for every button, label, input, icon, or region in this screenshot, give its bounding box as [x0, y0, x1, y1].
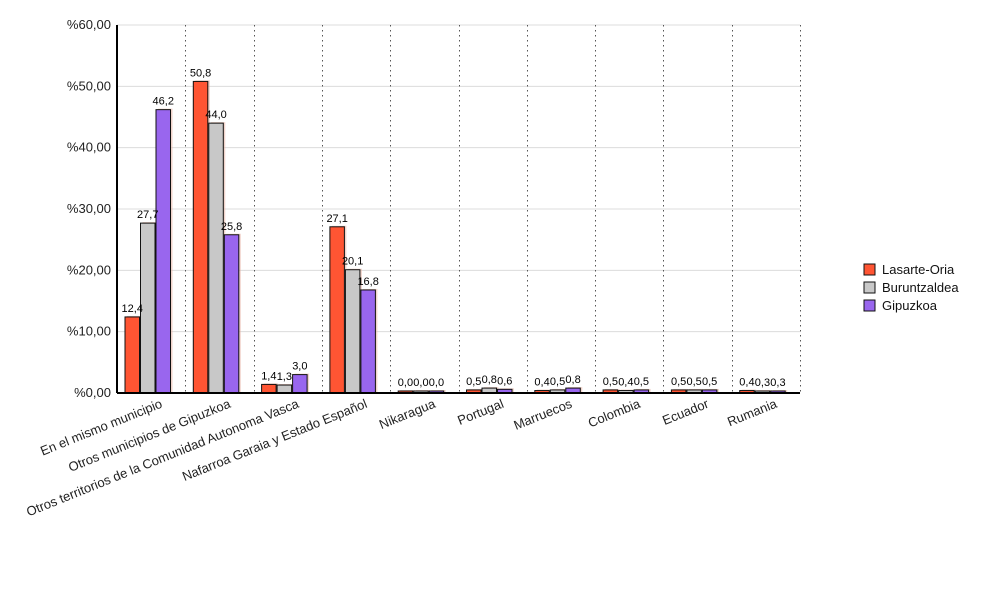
bar [124, 316, 140, 394]
data-label: 0,5 [702, 376, 717, 388]
legend: Lasarte-Oria Buruntzaldea Gipuzkoa [863, 262, 959, 313]
data-label: 27,1 [326, 213, 347, 225]
x-tick-label: Otros territorios de la Comunidad Autono… [24, 396, 301, 520]
data-label: 0,0 [398, 377, 413, 389]
legend-swatch [863, 299, 876, 312]
bar [329, 226, 345, 394]
data-label: 0,5 [550, 376, 565, 388]
bar [208, 122, 224, 394]
data-label: 0,3 [770, 377, 785, 389]
data-label: 16,8 [357, 276, 378, 288]
data-label: 12,4 [122, 303, 143, 315]
y-tick-label: %20,00 [67, 262, 111, 277]
data-label: 0,5 [687, 376, 702, 388]
data-label: 46,2 [153, 96, 174, 108]
legend-swatch [863, 281, 876, 294]
data-label: 27,7 [137, 209, 158, 221]
x-tick-label: Portugal [455, 396, 506, 428]
data-label: 1,3 [277, 371, 292, 383]
data-label: 0,5 [603, 376, 618, 388]
x-tick-label: Marruecos [512, 396, 575, 433]
bar [344, 269, 361, 394]
x-tick-label: Nikaragua [377, 396, 438, 432]
y-tick-label: %10,00 [67, 324, 111, 339]
x-tick-label: Colombia [586, 396, 643, 431]
x-tick-label: Ecuador [660, 396, 711, 428]
data-label: 0,4 [739, 377, 754, 389]
data-labels: 12,4 27,7 46,2 50,8 44,0 25,8 1,4 1,33,0 27,1 20,… [122, 67, 786, 389]
data-label: 0,4 [618, 377, 633, 389]
y-tick-label: %40,00 [67, 140, 111, 155]
y-axis: %0,00 %10,00 %20,00 %30,00 %40,00 %50,00 %60,0… [67, 17, 118, 400]
bar [360, 289, 376, 394]
bar [155, 109, 171, 394]
data-label: 50,8 [190, 67, 211, 79]
x-tick-label: Rumania [725, 396, 780, 430]
bars [124, 80, 788, 394]
legend-label: Lasarte-Oria [882, 262, 955, 277]
data-label: 44,0 [205, 109, 226, 121]
data-label: 0,0 [413, 377, 428, 389]
data-label: 0,8 [565, 374, 580, 386]
data-label: 0,5 [634, 376, 649, 388]
data-label: 0,6 [497, 375, 512, 387]
bar [223, 234, 240, 394]
data-label: 0,5 [671, 376, 686, 388]
data-label: 20,1 [342, 256, 363, 268]
data-label: 3,0 [292, 361, 307, 373]
data-label: 25,8 [221, 221, 242, 233]
data-label: 0,4 [534, 377, 549, 389]
data-label: 0,3 [755, 377, 770, 389]
bar [292, 374, 308, 394]
y-tick-label: %60,00 [67, 17, 111, 32]
bar [261, 383, 277, 394]
legend-label: Gipuzkoa [882, 298, 938, 313]
bar [192, 80, 209, 394]
bar [276, 384, 293, 394]
y-tick-label: %30,00 [67, 201, 111, 216]
data-label: 0,8 [482, 374, 497, 386]
data-label: 0,5 [466, 376, 481, 388]
data-label: 0,0 [429, 377, 444, 389]
legend-swatch [863, 263, 876, 276]
data-label: 1,4 [261, 370, 276, 382]
legend-label: Buruntzaldea [882, 280, 959, 295]
y-tick-label: %50,00 [67, 78, 111, 93]
y-tick-label: %0,00 [74, 385, 111, 400]
